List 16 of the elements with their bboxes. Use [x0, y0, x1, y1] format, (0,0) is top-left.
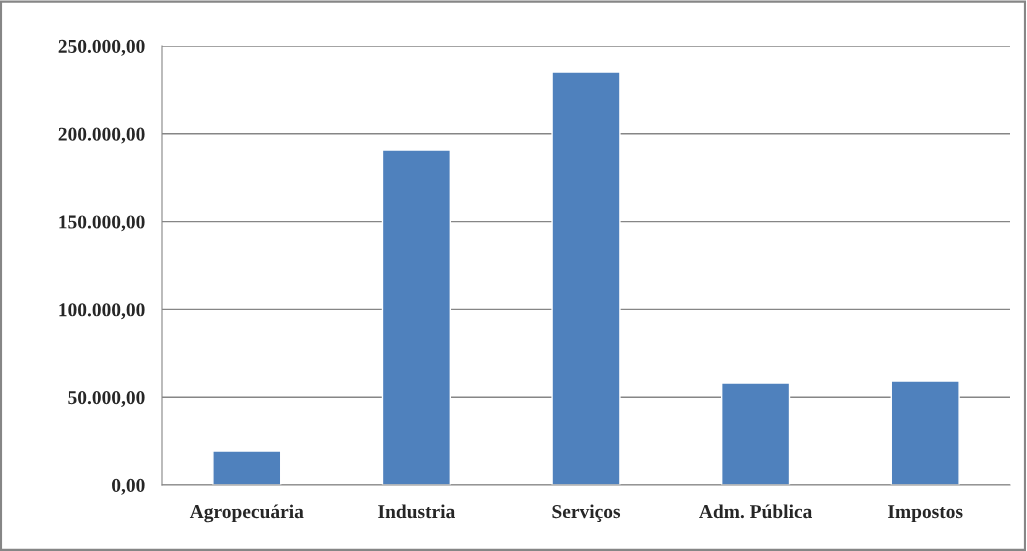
y-tick-label: 250.000,00 [58, 39, 145, 56]
bar [551, 71, 621, 485]
y-tick-label: 200.000,00 [58, 127, 145, 144]
bar [381, 149, 452, 485]
x-tick-label: Industria [378, 504, 456, 519]
x-tick-label: Impostos [888, 505, 963, 523]
x-tick-label: Agropecuária [189, 504, 304, 523]
bar [212, 450, 282, 485]
y-tick-label: 150.000,00 [59, 215, 145, 232]
y-tick-label: 100.000,00 [59, 303, 145, 320]
bar [720, 382, 791, 485]
bar [890, 380, 960, 485]
x-tick-label: Serviços [552, 504, 621, 522]
x-tick-label: Adm. Pública [699, 504, 813, 519]
y-tick-label: 50.000,00 [68, 391, 145, 407]
y-tick-label: 0,00 [112, 478, 145, 495]
